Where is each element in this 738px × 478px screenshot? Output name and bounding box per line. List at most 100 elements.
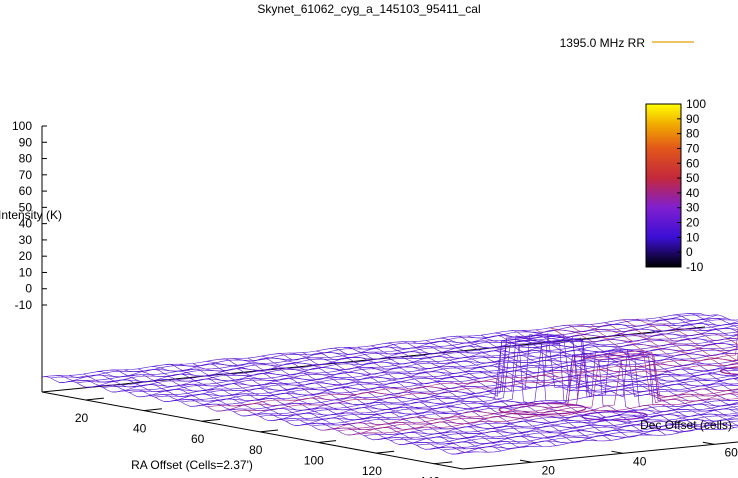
x-tick-label: 20 (75, 411, 89, 425)
mesh-line (268, 334, 738, 421)
mesh-line (59, 314, 718, 383)
mesh-line (120, 331, 738, 392)
mesh-line (50, 314, 710, 379)
z-tick-label: 70 (19, 168, 33, 182)
mesh-line (250, 368, 738, 416)
mesh-line (433, 418, 738, 449)
y-tick-label: 20 (542, 463, 556, 477)
x-tick-label: 80 (249, 443, 263, 457)
x-axis-label: RA Offset (Cells=2.37') (131, 458, 253, 472)
mesh-line (320, 350, 738, 431)
mesh-line (137, 334, 738, 398)
mesh-line (207, 325, 738, 408)
mesh-line (155, 339, 738, 398)
mesh-line (85, 321, 738, 388)
mesh-line (329, 351, 738, 430)
y-tick (519, 459, 532, 463)
mesh-line (181, 349, 738, 403)
colorbar-gradient (645, 103, 682, 268)
y-tick-label: 40 (633, 454, 647, 468)
mesh-line (311, 349, 738, 427)
colorbar-tick-label: 20 (686, 216, 700, 230)
mesh-line (451, 423, 738, 455)
mesh-line (190, 348, 738, 407)
mesh-line (425, 415, 738, 450)
mesh-line (129, 334, 738, 393)
colorbar-tick-label: 60 (686, 156, 700, 170)
colorbar-tick-label: 30 (686, 201, 700, 215)
mesh-line (372, 401, 738, 441)
colorbar-tick-label: 0 (686, 245, 693, 259)
colorbar-tick-label: 100 (686, 97, 706, 111)
colorbar-tick-label: -10 (686, 260, 704, 274)
mesh-line (76, 319, 736, 384)
z-tick-label: 10 (19, 265, 33, 279)
z-tick-label: 30 (19, 233, 33, 247)
mesh-line (259, 333, 738, 417)
z-tick-label: 20 (19, 249, 33, 263)
x-tick (143, 408, 162, 412)
mesh-line (41, 313, 701, 378)
colorbar-tick-label: 80 (686, 127, 700, 141)
mesh-line (94, 322, 738, 387)
mesh-line (224, 359, 738, 411)
x-tick (317, 440, 337, 443)
mesh-line (355, 398, 738, 435)
x-tick (201, 418, 221, 422)
mesh-line (460, 426, 738, 454)
z-tick-label: 80 (19, 152, 33, 166)
colorbar-tick-label: 70 (686, 141, 700, 155)
z-tick-label: 90 (19, 135, 33, 149)
mesh-line (416, 415, 738, 446)
z-tick-label: 100 (12, 119, 32, 133)
z-tick-label: 50 (19, 200, 33, 214)
x-tick (433, 461, 453, 465)
mesh-line (407, 412, 738, 444)
mesh-line (381, 403, 738, 439)
legend-label: 1395.0 MHz RR (560, 36, 646, 50)
y-tick (611, 450, 624, 454)
surface-mesh (41, 313, 738, 455)
colorbar-tick-label: 10 (686, 230, 700, 244)
colorbar-tick-label: 50 (686, 171, 700, 185)
x-tick (259, 429, 279, 433)
mesh-line (102, 324, 738, 388)
mesh-line (111, 327, 738, 393)
mesh-line (294, 340, 738, 426)
mesh-line (285, 337, 738, 422)
x-tick-label: 100 (304, 453, 324, 467)
y-axis-label: Dec Offset (cells) (640, 418, 732, 432)
x-tick-label: 140 (420, 475, 440, 478)
mesh-line (198, 353, 738, 406)
z-axis-label: Intensity (K) (0, 208, 62, 222)
mesh-line (163, 343, 738, 402)
z-tick-label: -10 (15, 298, 33, 312)
mesh-line (68, 317, 727, 382)
y-tick (702, 441, 715, 445)
x-tick-label: 60 (191, 432, 205, 446)
x-tick-label: 40 (133, 422, 147, 436)
mesh-line (590, 324, 738, 351)
x-tick (85, 397, 104, 401)
mesh-line (233, 363, 738, 412)
z-tick-label: 60 (19, 184, 33, 198)
legend: 1395.0 MHz RR (560, 36, 694, 50)
mesh-line (303, 383, 738, 425)
mesh-line (364, 400, 738, 436)
mesh-line (216, 352, 738, 412)
x-far-line (462, 441, 738, 470)
y-tick-label: 60 (724, 445, 738, 459)
mesh-line (172, 345, 738, 401)
colorbar-tick-label: 90 (686, 112, 700, 126)
mesh-line (146, 337, 738, 397)
x-tick-label: 120 (362, 464, 382, 478)
colorbar-tick-label: 40 (686, 186, 700, 200)
mesh-line (242, 363, 738, 417)
x-tick (375, 450, 395, 454)
mesh-line (346, 356, 738, 436)
z-tick-label: 40 (19, 217, 33, 231)
mesh-line (399, 408, 738, 445)
mesh-line (277, 336, 738, 420)
